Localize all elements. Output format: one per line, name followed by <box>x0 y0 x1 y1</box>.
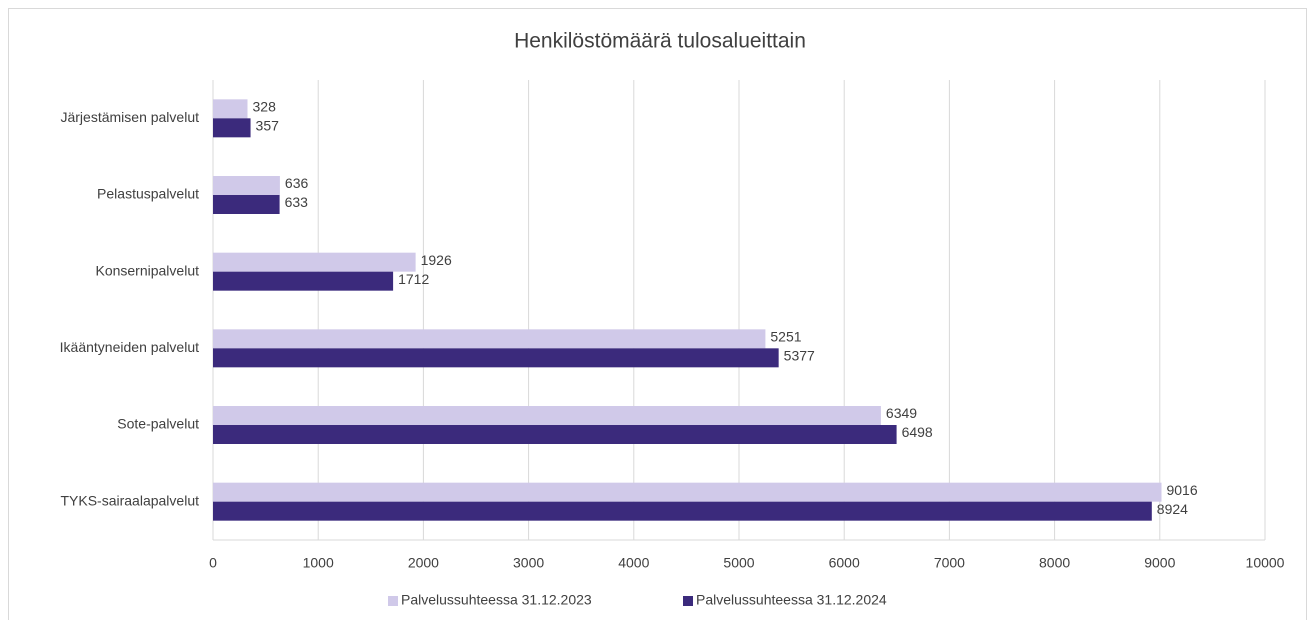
bar <box>213 329 766 349</box>
data-label: 5251 <box>770 329 801 345</box>
chart-title: Henkilöstömäärä tulosalueittain <box>514 30 806 53</box>
data-label: 5377 <box>784 348 815 364</box>
data-label: 9016 <box>1166 482 1197 498</box>
bar <box>213 118 251 138</box>
bar <box>213 501 1152 521</box>
data-label: 1712 <box>398 271 429 287</box>
y-tick-label: TYKS-sairaalapalvelut <box>60 492 199 508</box>
legend-swatch <box>683 596 693 606</box>
bar <box>213 252 416 272</box>
data-label: 328 <box>253 99 277 115</box>
data-label: 636 <box>285 175 309 191</box>
y-tick-label: Pelastuspalvelut <box>97 186 199 202</box>
x-tick-label: 2000 <box>408 555 439 571</box>
y-tick-label: Järjestämisen palvelut <box>60 109 199 125</box>
y-tick-label: Ikääntyneiden palvelut <box>60 339 199 355</box>
bar <box>213 482 1162 502</box>
data-label: 1926 <box>421 252 452 268</box>
data-label: 633 <box>285 194 309 210</box>
y-tick-label: Sote-palvelut <box>117 416 199 432</box>
bar <box>213 99 248 119</box>
data-label: 357 <box>256 118 280 134</box>
data-label: 6349 <box>886 405 917 421</box>
data-label: 8924 <box>1157 501 1188 517</box>
x-tick-label: 5000 <box>723 555 754 571</box>
x-tick-label: 6000 <box>829 555 860 571</box>
x-tick-label: 9000 <box>1144 555 1175 571</box>
bar <box>213 406 881 425</box>
x-tick-label: 0 <box>209 555 217 571</box>
y-tick-label: Konsernipalvelut <box>95 262 199 278</box>
bar <box>213 176 280 195</box>
x-tick-label: 8000 <box>1039 555 1070 571</box>
bar <box>213 195 280 214</box>
bar <box>213 425 897 444</box>
bar <box>213 271 394 291</box>
chart-border <box>8 8 1307 620</box>
data-label: 6498 <box>902 424 933 440</box>
legend-label: Palvelussuhteessa 31.12.2023 <box>401 592 592 608</box>
x-tick-label: 1000 <box>303 555 334 571</box>
legend-swatch <box>388 596 398 606</box>
x-tick-label: 3000 <box>513 555 544 571</box>
x-tick-label: 10000 <box>1246 555 1285 571</box>
x-tick-label: 7000 <box>934 555 965 571</box>
x-tick-label: 4000 <box>618 555 649 571</box>
legend-label: Palvelussuhteessa 31.12.2024 <box>696 592 887 608</box>
bar <box>213 348 779 368</box>
